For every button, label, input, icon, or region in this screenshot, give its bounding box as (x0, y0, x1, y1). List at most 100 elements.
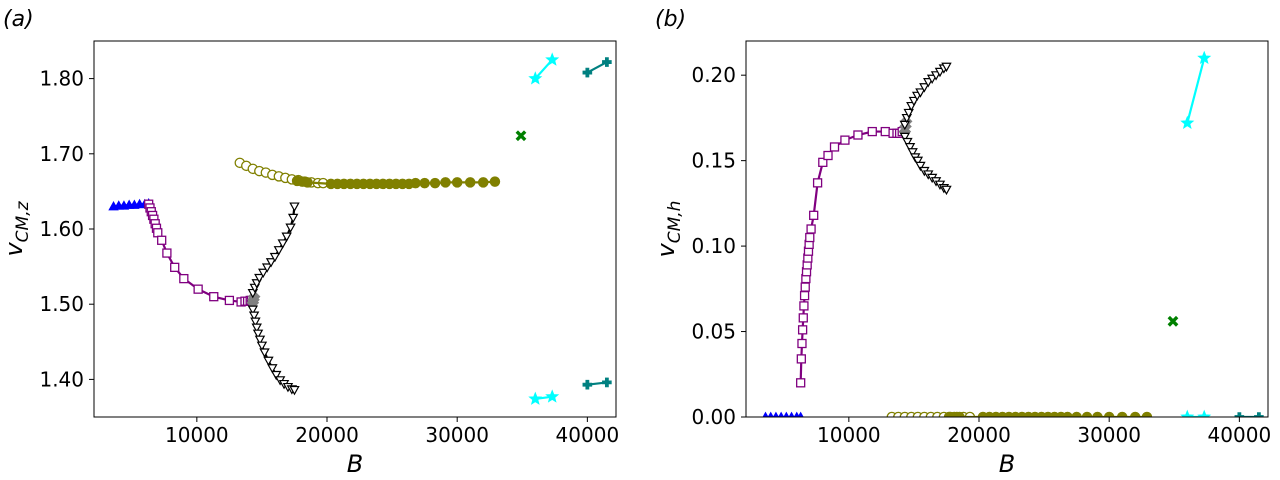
series-teal-plus-upper (582, 57, 612, 78)
data-point (209, 292, 219, 302)
data-point (265, 258, 277, 268)
panel-b: 10000 20000 30000 40000 0.00 0.05 0.10 0.15 0.20… (652, 7, 1271, 478)
data-point (269, 252, 281, 263)
series-cyan-stars-upper (1180, 50, 1212, 129)
data-point (259, 348, 270, 358)
series-black-triangles-upper (247, 202, 300, 299)
data-point (812, 178, 823, 188)
data-point (904, 143, 916, 153)
data-point (256, 341, 268, 351)
series-teal-plus-lower (582, 377, 612, 390)
data-point (797, 325, 808, 335)
data-point (254, 335, 266, 345)
data-point (263, 356, 274, 367)
data-point (823, 150, 833, 161)
data-point (907, 148, 918, 158)
series-teal-plus (1234, 412, 1264, 417)
y-axis-label-subscript: CM,h (665, 201, 685, 244)
y-axis-label: vCM,h (652, 201, 685, 258)
data-point (254, 273, 265, 284)
data-point (289, 202, 300, 212)
panel-a: 10000 20000 30000 40000 1.40 1.50 1.60 1.70 1.80… (0, 7, 619, 478)
data-point (797, 338, 807, 349)
data-point (582, 379, 593, 390)
data-point (798, 313, 808, 323)
x-tick-label: 10000 (817, 423, 881, 447)
data-point (1197, 409, 1212, 417)
data-point (796, 354, 806, 364)
plot-area (108, 52, 612, 405)
data-point (829, 142, 840, 152)
y-tick-label: 0.20 (691, 63, 736, 87)
data-point (903, 108, 914, 119)
y-tick-label: 0.05 (691, 320, 736, 344)
panel-label: (a) (3, 7, 34, 32)
x-axis-label: B (347, 450, 363, 478)
data-point (157, 235, 167, 245)
x-tick-label: 30000 (425, 423, 489, 447)
data-point (1167, 315, 1179, 327)
data-point (899, 120, 911, 131)
data-point (285, 223, 296, 233)
data-point (477, 177, 489, 188)
data-point (489, 176, 501, 187)
data-point (902, 137, 913, 148)
series-purple-squares (144, 199, 257, 307)
series-cyan-stars-lower (528, 389, 560, 405)
data-point (1234, 412, 1245, 417)
series-olive-circles-filled (291, 175, 501, 190)
data-point (528, 71, 543, 85)
data-point (899, 132, 911, 143)
series-black-triangles-lower (247, 305, 300, 396)
data-point (1180, 115, 1195, 129)
data-point (867, 126, 877, 137)
data-point (528, 391, 543, 405)
data-point (277, 239, 288, 249)
series-purple-squares (796, 126, 907, 388)
data-point (915, 161, 926, 172)
data-point (153, 228, 163, 238)
data-point (281, 232, 292, 242)
y-tick-label: 0.10 (691, 234, 736, 258)
data-point (1254, 412, 1264, 417)
data-point (273, 246, 285, 256)
series-line (1186, 57, 1206, 124)
data-point (1180, 409, 1195, 417)
data-point (515, 130, 527, 142)
data-point (941, 185, 952, 196)
data-point (302, 177, 313, 188)
data-point (451, 177, 463, 188)
y-axis-label-main: v (652, 242, 680, 257)
x-tick-label: 10000 (165, 423, 229, 447)
series-black-triangles-lower (899, 132, 952, 196)
y-tick-label: 1.70 (39, 142, 84, 166)
y-tick-label: 1.80 (39, 67, 84, 91)
data-point (267, 364, 278, 374)
data-point (287, 213, 299, 224)
data-point (582, 67, 593, 78)
series-cyan-stars-lower (1180, 409, 1212, 417)
data-point (799, 301, 809, 311)
data-point (602, 57, 612, 67)
data-point (419, 177, 430, 189)
data-point (806, 224, 816, 234)
x-tick-label: 20000 (295, 423, 359, 447)
data-point (250, 317, 261, 327)
data-point (908, 96, 920, 107)
data-point (1197, 50, 1212, 65)
x-tick-label: 30000 (1077, 423, 1141, 447)
data-point (915, 88, 926, 98)
panel-label: (b) (655, 7, 686, 32)
data-point (912, 156, 924, 167)
x-tick-label: 20000 (947, 423, 1011, 447)
data-point (545, 52, 560, 66)
series-cyan-stars-upper (528, 52, 560, 85)
data-point (809, 210, 819, 220)
data-point (170, 262, 180, 273)
data-point (602, 377, 612, 388)
data-point (805, 232, 815, 243)
data-point (247, 305, 259, 315)
data-point (440, 177, 451, 188)
y-axis-label-main: v (0, 242, 28, 257)
